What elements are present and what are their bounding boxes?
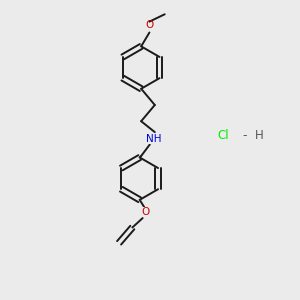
Text: H: H: [255, 129, 263, 142]
Text: O: O: [145, 20, 154, 30]
Text: O: O: [142, 207, 150, 217]
Text: -: -: [242, 129, 247, 142]
Text: Cl: Cl: [218, 129, 230, 142]
Text: NH: NH: [146, 134, 161, 144]
